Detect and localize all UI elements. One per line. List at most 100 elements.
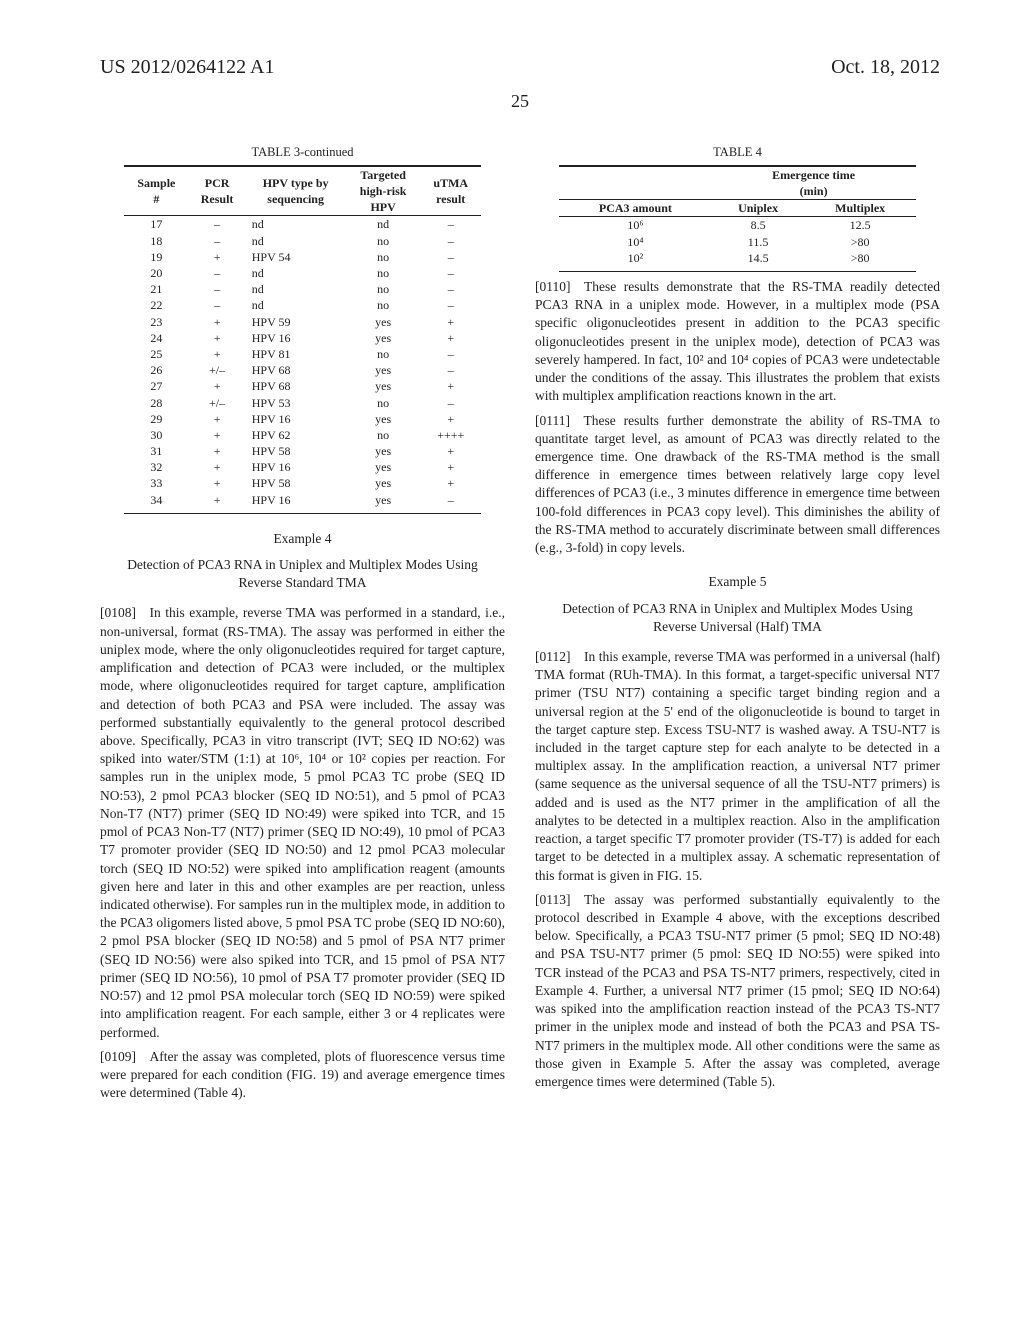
table-cell: HPV 58 <box>246 443 346 459</box>
table-cell: no <box>346 297 421 313</box>
table-cell: + <box>188 475 245 491</box>
table-cell: + <box>188 346 245 362</box>
table4-col1: Uniplex <box>712 200 805 217</box>
table-cell: nd <box>246 216 346 233</box>
table-cell: yes <box>346 330 421 346</box>
table-cell: 29 <box>124 411 188 427</box>
two-columns: TABLE 3-continued Sample# PCRResult HPV … <box>100 140 940 1108</box>
table-cell: HPV 68 <box>246 362 346 378</box>
table-cell: – <box>421 281 481 297</box>
para-0110: [0110] These results demonstrate that th… <box>535 278 940 406</box>
table-cell: nd <box>246 297 346 313</box>
table4-col2: Multiplex <box>805 200 916 217</box>
table3-bottom-rule <box>124 513 480 514</box>
table-cell: HPV 62 <box>246 427 346 443</box>
table-cell: + <box>188 411 245 427</box>
table4-blank-head <box>559 166 711 199</box>
table-row: 18–ndno– <box>124 233 480 249</box>
table-cell: + <box>421 459 481 475</box>
table-cell: – <box>421 395 481 411</box>
table3-col3: Targetedhigh-riskHPV <box>360 168 407 214</box>
table-cell: yes <box>346 443 421 459</box>
table-cell: +/– <box>188 362 245 378</box>
table-cell: 23 <box>124 314 188 330</box>
table-cell: HPV 16 <box>246 459 346 475</box>
table-cell: 28 <box>124 395 188 411</box>
para-0109: [0109] After the assay was completed, pl… <box>100 1048 505 1103</box>
table-cell: 21 <box>124 281 188 297</box>
table3-body: 17–ndnd–18–ndno–19+HPV 54no–20–ndno–21–n… <box>124 216 480 511</box>
para-0108: [0108] In this example, reverse TMA was … <box>100 604 505 1041</box>
table-cell: + <box>421 330 481 346</box>
table4-spanhead-row: Emergence time(min) <box>559 166 915 199</box>
table-cell: no <box>346 427 421 443</box>
table4-body: 10⁶8.512.510⁴11.5>8010²14.5>80 <box>559 217 915 269</box>
table4: Emergence time(min) PCA3 amount Uniplex … <box>559 166 915 269</box>
table-cell: 30 <box>124 427 188 443</box>
table3-col2: HPV type bysequencing <box>263 176 329 206</box>
table-cell: – <box>188 233 245 249</box>
table-cell: + <box>188 330 245 346</box>
table3: Sample# PCRResult HPV type bysequencing … <box>124 166 480 511</box>
right-column: TABLE 4 Emergence time(min) PCA3 amount … <box>535 140 940 1108</box>
table3-header-row: Sample# PCRResult HPV type bysequencing … <box>124 166 480 216</box>
table4-header-row: PCA3 amount Uniplex Multiplex <box>559 200 915 217</box>
table3-col4: uTMAresult <box>433 176 468 206</box>
table-cell: + <box>421 314 481 330</box>
table-cell: 17 <box>124 216 188 233</box>
table-cell: HPV 59 <box>246 314 346 330</box>
table-cell: yes <box>346 362 421 378</box>
table-cell: ++++ <box>421 427 481 443</box>
table-cell: no <box>346 281 421 297</box>
table-cell: + <box>421 475 481 491</box>
table-cell: – <box>188 297 245 313</box>
table-row: 32+HPV 16yes+ <box>124 459 480 475</box>
table-cell: 10² <box>559 250 711 269</box>
example4-heading: Example 4 <box>100 530 505 548</box>
table-row: 25+HPV 81no– <box>124 346 480 362</box>
table-cell: HPV 54 <box>246 249 346 265</box>
table-cell: HPV 81 <box>246 346 346 362</box>
table-cell: + <box>188 378 245 394</box>
table-row: 21–ndno– <box>124 281 480 297</box>
table-row: 20–ndno– <box>124 265 480 281</box>
table3-col-utma: uTMAresult <box>421 166 481 216</box>
table-cell: + <box>421 378 481 394</box>
table-row: 22–ndno– <box>124 297 480 313</box>
table-row: 10²14.5>80 <box>559 250 915 269</box>
page: US 2012/0264122 A1 Oct. 18, 2012 25 TABL… <box>0 0 1024 1320</box>
table-cell: – <box>421 346 481 362</box>
table-cell: HPV 16 <box>246 411 346 427</box>
table3-col-sample: Sample# <box>124 166 188 216</box>
table-cell: 8.5 <box>712 217 805 234</box>
table-cell: + <box>188 492 245 511</box>
table-row: 23+HPV 59yes+ <box>124 314 480 330</box>
table-cell: 33 <box>124 475 188 491</box>
table-cell: 11.5 <box>712 234 805 250</box>
para-0113: [0113] The assay was performed substanti… <box>535 891 940 1091</box>
table-cell: 34 <box>124 492 188 511</box>
table-cell: – <box>421 249 481 265</box>
table-cell: +/– <box>188 395 245 411</box>
table-cell: nd <box>346 216 421 233</box>
table3-col1: PCRResult <box>201 176 234 206</box>
table-row: 29+HPV 16yes+ <box>124 411 480 427</box>
example5-heading: Example 5 <box>535 573 940 591</box>
table-cell: 32 <box>124 459 188 475</box>
table3-col-targeted: Targetedhigh-riskHPV <box>346 166 421 216</box>
table-row: 10⁴11.5>80 <box>559 234 915 250</box>
table-row: 17–ndnd– <box>124 216 480 233</box>
table-cell: no <box>346 249 421 265</box>
table-cell: – <box>421 297 481 313</box>
table-cell: 22 <box>124 297 188 313</box>
example5-title: Detection of PCA3 RNA in Uniplex and Mul… <box>559 600 916 636</box>
table-cell: >80 <box>805 250 916 269</box>
pub-date: Oct. 18, 2012 <box>831 56 940 79</box>
left-column: TABLE 3-continued Sample# PCRResult HPV … <box>100 140 505 1108</box>
table4-col0: PCA3 amount <box>559 200 711 217</box>
table-row: 33+HPV 58yes+ <box>124 475 480 491</box>
para-0111: [0111] These results further demonstrate… <box>535 412 940 558</box>
table-cell: nd <box>246 265 346 281</box>
table-cell: – <box>421 362 481 378</box>
table-cell: 14.5 <box>712 250 805 269</box>
